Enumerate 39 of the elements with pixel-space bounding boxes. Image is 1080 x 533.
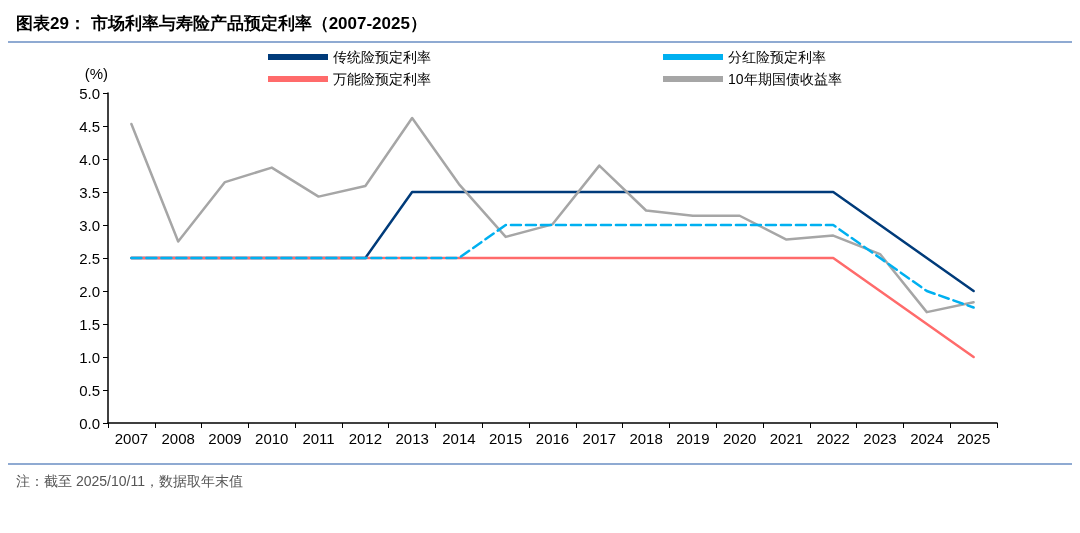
legend-label: 分红险预定利率 <box>728 49 826 65</box>
y-tick-label: 2.0 <box>79 282 100 300</box>
y-tick-label: 3.0 <box>79 216 100 234</box>
y-tick-label: 4.5 <box>79 117 100 135</box>
x-tick-label: 2013 <box>395 430 429 447</box>
y-tick-label: 1.0 <box>79 348 100 366</box>
x-tick-label: 2012 <box>348 430 383 447</box>
x-tick-label: 2014 <box>442 430 476 447</box>
x-tick-label: 2018 <box>629 430 663 447</box>
text: 注：截至 2025/10/11，数据取年末值 <box>16 473 244 491</box>
x-tick-label: 2009 <box>208 430 242 447</box>
x-tick-label: 2015 <box>489 430 523 447</box>
x-tick-label: 2022 <box>816 430 850 447</box>
y-axis-title: (%) <box>84 65 108 82</box>
x-tick-label: 2010 <box>255 430 289 447</box>
x-tick-label: 2021 <box>769 430 804 447</box>
x-tick-label: 2008 <box>161 430 195 447</box>
y-tick-label: 3.5 <box>79 183 100 201</box>
chart-title: 图表29： 市场利率与寿险产品预定利率（2007-2025） <box>8 8 1072 43</box>
x-tick-label: 2011 <box>302 430 335 447</box>
x-tick-label: 2019 <box>676 430 710 447</box>
y-tick-label: 4.0 <box>79 150 100 168</box>
x-tick-label: 2007 <box>114 430 149 447</box>
x-tick-label: 2024 <box>910 430 944 447</box>
y-tick-label: 1.5 <box>79 315 100 333</box>
x-tick-label: 2023 <box>863 430 897 447</box>
y-tick-label: 0.5 <box>79 381 100 399</box>
legend-label: 万能险预定利率 <box>333 71 431 87</box>
y-tick-label: 5.0 <box>79 84 100 102</box>
line-series <box>130 223 975 309</box>
line-series <box>130 116 975 314</box>
x-tick-label: 2025 <box>956 430 991 447</box>
legend-label: 传统险预定利率 <box>333 49 431 65</box>
x-tick-label: 2020 <box>722 430 757 447</box>
x-tick-label: 2016 <box>535 430 570 447</box>
y-tick-label: 2.5 <box>79 249 100 267</box>
y-tick-label: 0.0 <box>79 414 100 432</box>
x-tick-label: 2017 <box>582 430 616 447</box>
legend-label: 10年期国债收益率 <box>728 71 842 87</box>
